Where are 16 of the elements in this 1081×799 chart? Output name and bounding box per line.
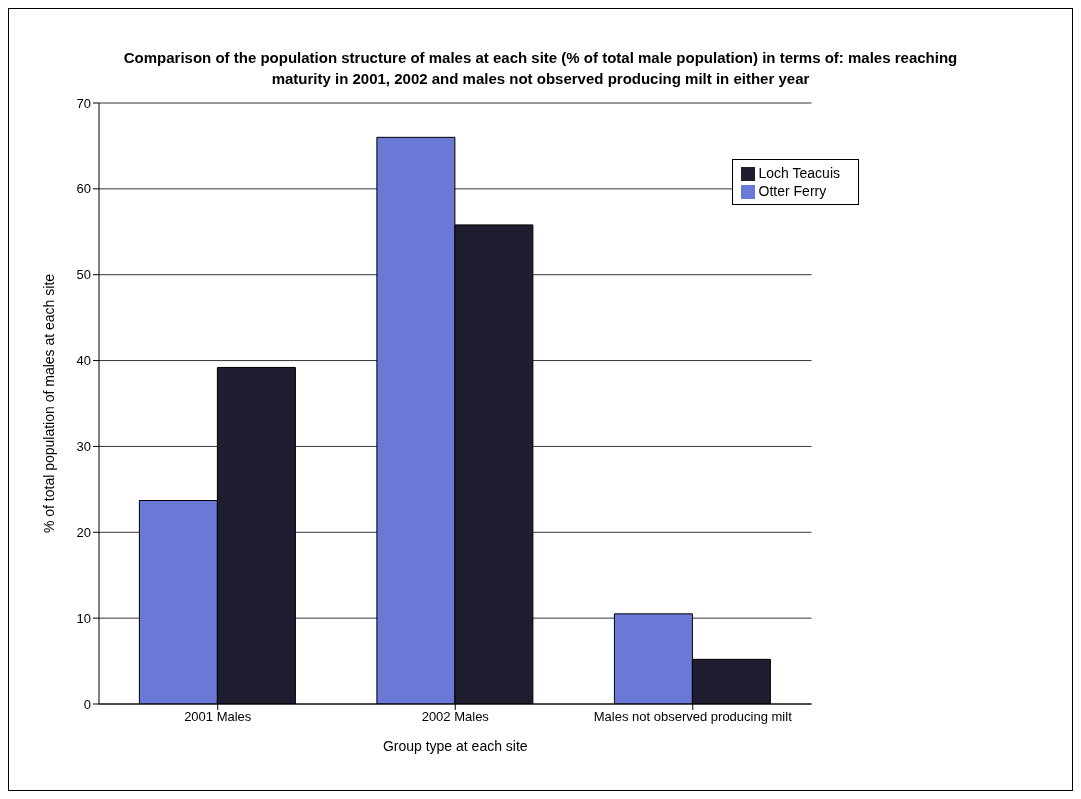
legend-label: Loch Teacuis: [758, 165, 840, 181]
legend-label: Otter Ferry: [758, 183, 827, 199]
y-tick-label: 20: [76, 524, 91, 540]
x-tick-label: 2001 Males: [184, 709, 252, 725]
y-tick-label: 0: [83, 696, 91, 712]
y-tick-label: 40: [76, 353, 91, 369]
y-tick-label: 30: [76, 439, 91, 455]
x-tick-label: 2002 Males: [421, 709, 490, 725]
y-tick-label: 60: [76, 181, 91, 197]
chart-title: Comparison of the population structure of males at each site (% of total male population) in terms of: males reaching maturity in 2001, 2002 and males not observed producing milt in either year: [122, 48, 959, 89]
y-axis-title: % of total population of males at each site: [40, 273, 57, 534]
y-tick-label: 50: [76, 267, 91, 283]
x-tick-label: Males not observed producing milt: [593, 709, 793, 725]
y-tick-label: 70: [76, 95, 91, 111]
x-axis-title: Group type at each site: [382, 738, 528, 754]
y-tick-label: 10: [76, 610, 91, 626]
